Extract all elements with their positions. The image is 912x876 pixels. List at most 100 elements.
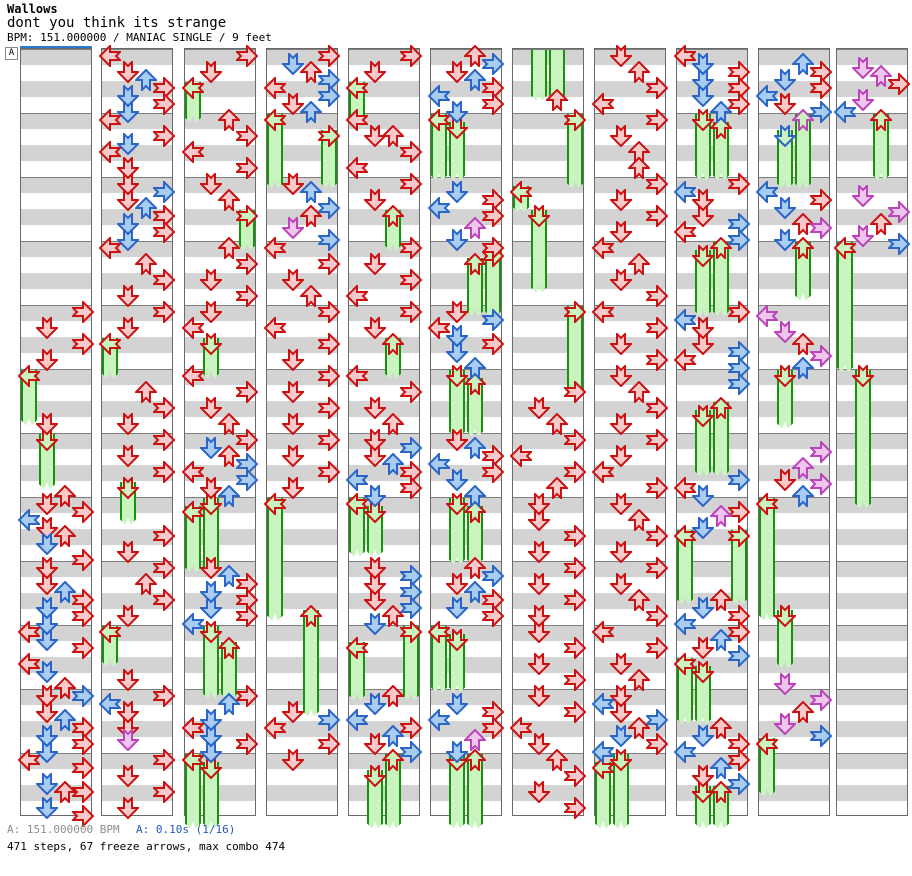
arrow-up-icon xyxy=(218,693,240,715)
arrow-left-icon xyxy=(182,365,204,387)
freeze-right-head-icon xyxy=(728,525,750,547)
arrow-down-icon xyxy=(528,733,550,755)
arrow-right-icon xyxy=(482,309,504,331)
arrow-left-icon xyxy=(674,349,696,371)
freeze-down-body xyxy=(203,762,219,828)
arrow-down-icon xyxy=(36,741,58,763)
arrow-down-icon xyxy=(200,301,222,323)
freeze-down-head-icon xyxy=(446,365,468,387)
freeze-left-body xyxy=(349,498,365,556)
freeze-up-head-icon xyxy=(464,749,486,771)
arrow-left-icon xyxy=(264,717,286,739)
arrow-down-icon xyxy=(446,101,468,123)
arrow-up-icon xyxy=(382,125,404,147)
arrow-up-icon xyxy=(464,217,486,239)
arrow-right-icon xyxy=(810,441,832,463)
freeze-down-head-icon xyxy=(610,749,632,771)
freeze-left-head-icon xyxy=(264,109,286,131)
arrow-down-icon xyxy=(852,57,874,79)
arrow-right-icon xyxy=(236,381,258,403)
arrow-right-icon xyxy=(318,461,340,483)
arrow-right-icon xyxy=(564,429,586,451)
freeze-down-head-icon xyxy=(692,109,714,131)
arrow-right-icon xyxy=(153,397,175,419)
freeze-up-head-icon xyxy=(792,109,814,131)
arrow-down-icon xyxy=(364,589,386,611)
arrow-down-icon xyxy=(117,445,139,467)
arrow-down-icon xyxy=(692,597,714,619)
arrow-up-icon xyxy=(135,381,157,403)
arrow-up-icon xyxy=(300,285,322,307)
arrow-right-icon xyxy=(810,473,832,495)
arrow-right-icon xyxy=(482,605,504,627)
arrow-right-icon xyxy=(318,229,340,251)
arrow-up-icon xyxy=(710,101,732,123)
freeze-left-head-icon xyxy=(182,749,204,771)
arrow-up-icon xyxy=(546,89,568,111)
freeze-up-head-icon xyxy=(710,397,732,419)
arrow-up-icon xyxy=(218,237,240,259)
arrow-down-icon xyxy=(36,413,58,435)
freeze-left-head-icon xyxy=(264,493,286,515)
freeze-right-body xyxy=(485,250,501,316)
freeze-right-body xyxy=(321,130,337,188)
arrow-left-icon xyxy=(592,237,614,259)
freeze-down-body xyxy=(39,434,55,489)
arrow-right-icon xyxy=(400,301,422,323)
freeze-up-head-icon xyxy=(710,237,732,259)
arrow-up-icon xyxy=(792,357,814,379)
arrow-left-icon xyxy=(510,717,532,739)
arrow-right-icon xyxy=(318,333,340,355)
arrow-left-icon xyxy=(834,101,856,123)
arrow-right-icon xyxy=(810,77,832,99)
arrow-down-icon xyxy=(446,597,468,619)
arrow-up-icon xyxy=(870,213,892,235)
freeze-left-body xyxy=(677,658,693,724)
arrow-right-icon xyxy=(564,525,586,547)
arrow-down-icon xyxy=(282,477,304,499)
arrow-down-icon xyxy=(117,413,139,435)
arrow-right-icon xyxy=(482,717,504,739)
arrow-down-icon xyxy=(774,321,796,343)
arrow-up-icon xyxy=(628,157,650,179)
freeze-left-head-icon xyxy=(428,109,450,131)
arrow-right-icon xyxy=(72,757,94,779)
arrow-down-icon xyxy=(446,301,468,323)
arrow-down-icon xyxy=(610,653,632,675)
arrow-right-icon xyxy=(888,233,910,255)
arrow-right-icon xyxy=(153,181,175,203)
chart-info-line: BPM: 151.000000 / MANIAC SINGLE / 9 feet xyxy=(7,31,272,44)
arrow-right-icon xyxy=(400,597,422,619)
arrow-left-icon xyxy=(99,693,121,715)
arrow-right-icon xyxy=(728,373,750,395)
arrow-right-icon xyxy=(888,201,910,223)
arrow-down-icon xyxy=(528,685,550,707)
arrow-up-icon xyxy=(54,781,76,803)
arrow-up-icon xyxy=(628,253,650,275)
arrow-right-icon xyxy=(728,93,750,115)
arrow-right-icon xyxy=(318,197,340,219)
arrow-up-icon xyxy=(464,557,486,579)
arrow-right-icon xyxy=(564,701,586,723)
arrow-left-icon xyxy=(346,285,368,307)
arrow-left-icon xyxy=(428,85,450,107)
arrow-right-icon xyxy=(318,709,340,731)
arrow-right-icon xyxy=(646,637,668,659)
arrow-down-icon xyxy=(692,485,714,507)
arrow-right-icon xyxy=(728,469,750,491)
freeze-down-head-icon xyxy=(528,205,550,227)
arrow-down-icon xyxy=(364,189,386,211)
arrow-left-icon xyxy=(99,141,121,163)
freeze-down-body xyxy=(695,114,711,180)
arrow-left-icon xyxy=(592,741,614,763)
freeze-left-body xyxy=(267,114,283,188)
arrow-down-icon xyxy=(36,317,58,339)
freeze-right-body xyxy=(567,306,583,396)
freeze-down-body xyxy=(449,634,465,692)
arrow-right-icon xyxy=(153,685,175,707)
freeze-down-body xyxy=(695,666,711,724)
arrow-up-icon xyxy=(382,453,404,475)
freeze-right-head-icon xyxy=(318,125,340,147)
arrow-down-icon xyxy=(200,397,222,419)
arrow-down-icon xyxy=(852,225,874,247)
